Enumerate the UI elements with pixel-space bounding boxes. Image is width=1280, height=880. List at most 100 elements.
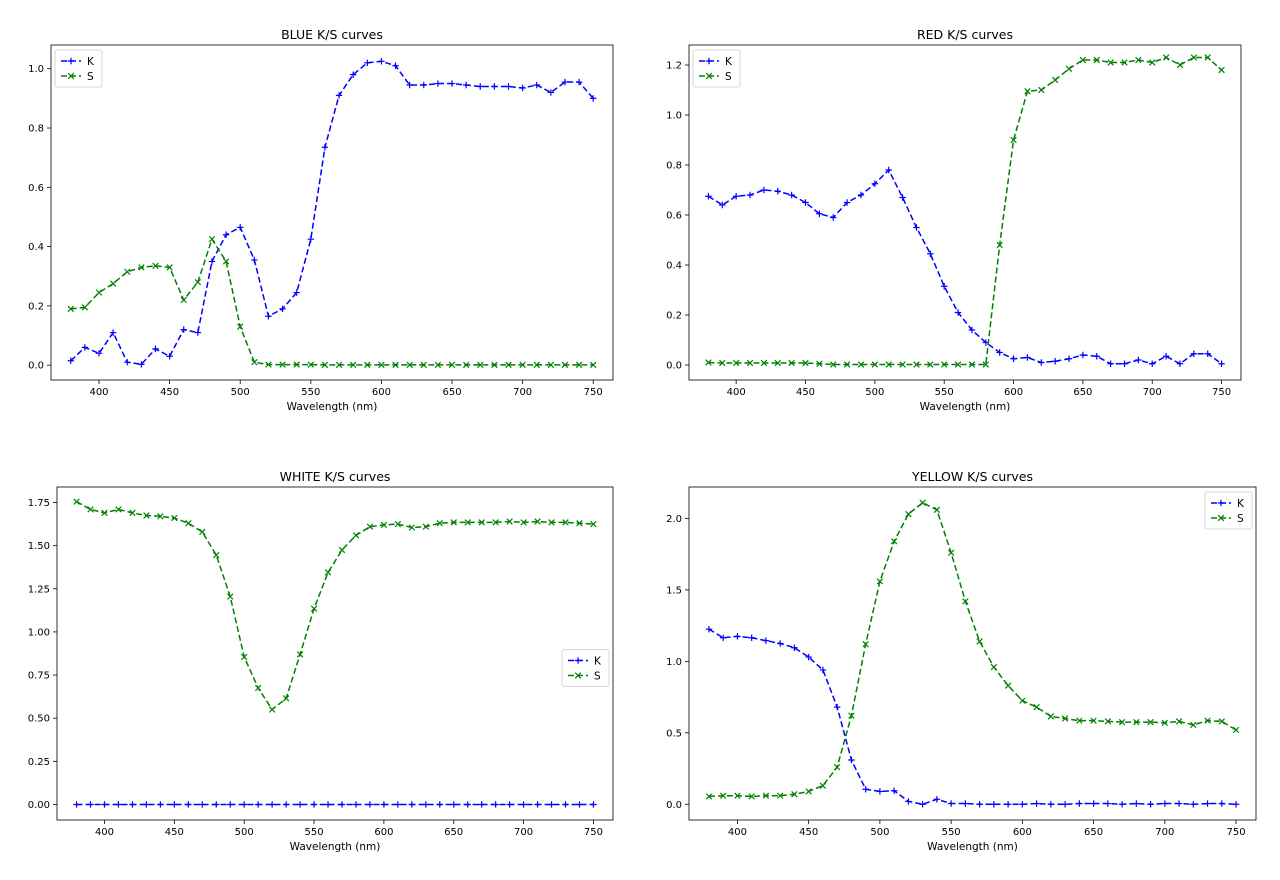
data-point-s [857, 361, 865, 368]
y-tick-label: 1.0 [666, 657, 682, 668]
x-tick-label: 550 [304, 827, 323, 838]
data-point-k [760, 186, 768, 194]
series-s-line [708, 56, 1223, 366]
data-point-k [240, 801, 248, 808]
data-point-k [990, 801, 998, 808]
data-point-s [871, 361, 879, 368]
x-tick-label: 400 [89, 387, 108, 398]
data-point-s [1051, 76, 1059, 84]
plot-frame [688, 44, 1242, 381]
data-point-s [436, 520, 443, 527]
data-point-k [378, 58, 385, 65]
data-point-s [1065, 65, 1073, 72]
data-point-s [962, 598, 969, 605]
data-point-k [506, 801, 513, 808]
data-point-k [491, 83, 498, 90]
data-point-k [788, 191, 795, 199]
data-point-s [307, 361, 315, 368]
data-point-s [760, 359, 768, 367]
x-tick-label: 600 [1013, 827, 1032, 838]
data-point-s [947, 549, 955, 556]
data-point-s [1090, 717, 1097, 724]
legend: KS [1204, 491, 1253, 530]
data-point-s [1190, 721, 1197, 729]
data-point-s [124, 268, 131, 276]
data-point-k [705, 193, 712, 200]
data-point-s [254, 684, 262, 692]
data-point-s [734, 792, 741, 799]
data-point-k [408, 801, 416, 808]
data-point-k [254, 801, 262, 808]
data-point-s [157, 513, 164, 520]
data-point-k [143, 801, 150, 808]
series-s-line [708, 501, 1237, 798]
data-point-k [533, 81, 540, 89]
data-point-s [762, 792, 770, 799]
plot-frame [688, 486, 1257, 821]
data-point-s [434, 361, 442, 369]
data-point-s [919, 499, 926, 506]
data-point-k [364, 59, 371, 66]
data-point-s [1204, 54, 1211, 61]
y-tick-label: 0.4 [666, 261, 682, 272]
data-point-s [940, 361, 948, 368]
data-point-s [240, 653, 248, 661]
data-point-k [1019, 801, 1026, 808]
x-tick-label: 750 [584, 827, 603, 838]
data-point-k [477, 83, 484, 90]
series-k-line [70, 60, 594, 366]
plot-frame [50, 44, 614, 381]
data-point-s [115, 506, 122, 513]
data-point-k [1047, 801, 1055, 808]
data-point-s [1019, 697, 1026, 704]
data-point-s [1061, 715, 1069, 722]
data-point-s [1079, 56, 1087, 64]
data-point-s [478, 519, 485, 526]
data-point-k [166, 353, 173, 360]
data-point-k [321, 144, 329, 151]
data-point-k [87, 801, 94, 808]
data-point-k [251, 256, 258, 264]
blue-chart: BLUE K/S curves 400 450 500 550 600 650 700 750 0… [28, 27, 614, 413]
data-point-s [310, 605, 318, 612]
data-point-s [185, 520, 192, 527]
data-point-s [913, 361, 920, 368]
data-point-s [420, 361, 428, 369]
data-point-k [734, 633, 741, 640]
legend-label-s: S [1237, 513, 1244, 525]
y-tick-label: 1.75 [28, 498, 50, 509]
data-point-k [73, 801, 80, 808]
data-point-k [848, 756, 855, 764]
data-point-k [268, 801, 276, 808]
data-point-k [1162, 353, 1170, 360]
data-point-k [352, 801, 360, 808]
data-point-s [1024, 88, 1031, 95]
chart-title: BLUE K/S curves [281, 27, 383, 42]
data-point-s [976, 638, 983, 645]
data-point-k [1135, 356, 1142, 364]
x-tick-label: 700 [513, 387, 532, 398]
x-tick-label: 450 [799, 827, 818, 838]
data-point-s [788, 359, 795, 367]
data-point-s [450, 519, 457, 526]
x-tick-label: 400 [728, 827, 747, 838]
data-point-k [576, 801, 583, 808]
chart-title: RED K/S curves [917, 27, 1013, 42]
data-point-s [477, 361, 484, 369]
data-point-k [905, 798, 912, 805]
data-point-s [534, 518, 541, 525]
data-point-k [227, 801, 234, 808]
data-point-k [947, 800, 955, 807]
data-point-k [115, 801, 122, 808]
legend-label-k: K [725, 56, 733, 68]
y-tick-label: 1.2 [666, 61, 682, 72]
data-point-k [562, 801, 569, 808]
y-tick-label: 1.25 [28, 584, 50, 595]
series-s [705, 54, 1225, 368]
data-point-k [194, 329, 202, 336]
data-point-k [392, 62, 399, 69]
data-point-s [394, 520, 402, 528]
data-point-k [927, 250, 934, 257]
data-point-k [940, 283, 948, 290]
